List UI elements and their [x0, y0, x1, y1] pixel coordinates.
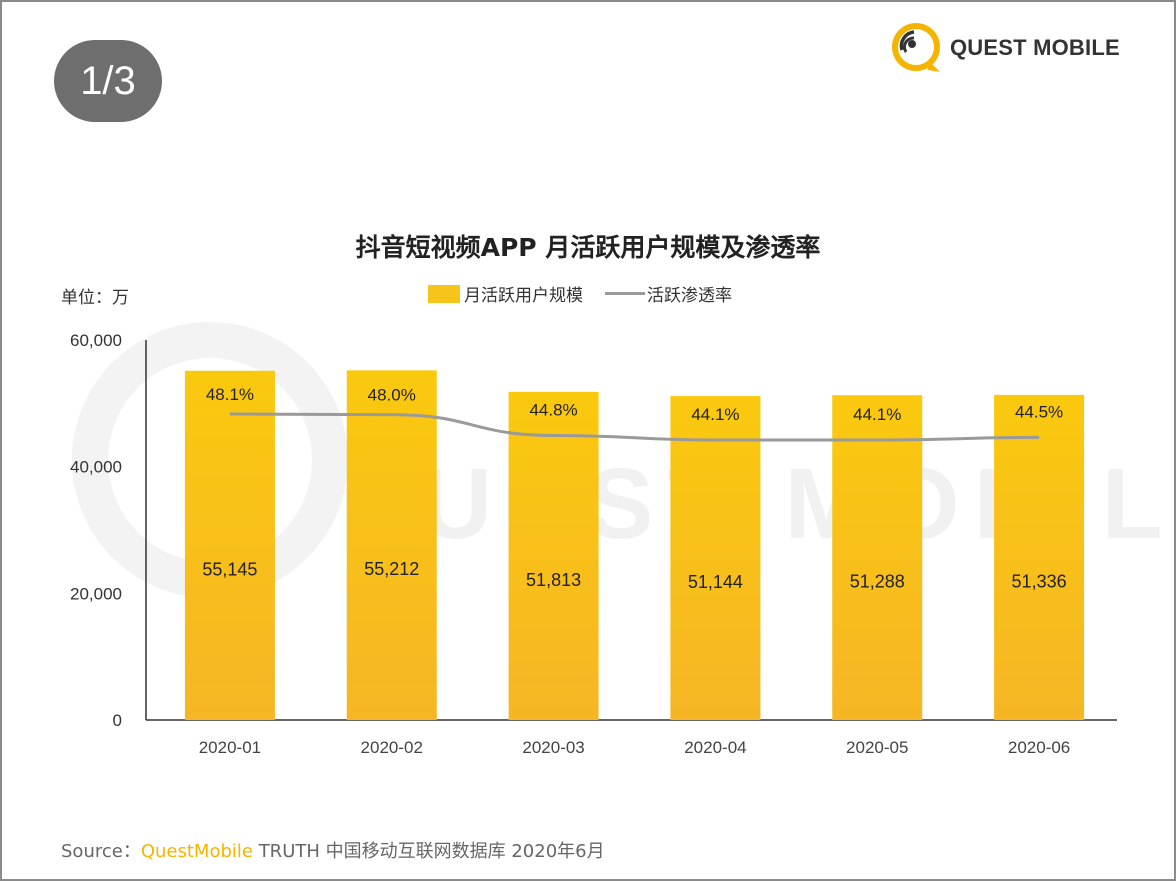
bar-value-label: 51,813	[526, 570, 581, 590]
bar	[508, 391, 599, 720]
bar-value-label: 51,144	[688, 572, 743, 592]
y-tick-label: 60,000	[70, 331, 122, 350]
unit-label: 单位：万	[61, 288, 129, 308]
questmobile-logo: QUEST MOBILE	[888, 20, 1120, 76]
x-tick-label: 2020-02	[361, 738, 423, 757]
penetration-label: 44.5%	[1015, 402, 1063, 421]
bar-value-label: 51,288	[850, 572, 905, 592]
bar-value-label: 55,145	[202, 559, 257, 579]
bar	[670, 396, 761, 720]
chart-legend: 月活跃用户规模 活跃渗透率	[428, 281, 732, 306]
bar	[832, 395, 923, 720]
y-tick-label: 40,000	[70, 458, 122, 477]
legend-line-label: 活跃渗透率	[647, 286, 732, 306]
x-tick-label: 2020-04	[684, 738, 746, 757]
bar-value-label: 51,336	[1012, 571, 1067, 591]
penetration-label: 44.1%	[691, 405, 739, 424]
bar	[994, 394, 1085, 720]
x-tick-label: 2020-05	[846, 738, 908, 757]
y-tick-label: 0	[113, 711, 122, 730]
x-tick-label: 2020-01	[199, 738, 261, 757]
source-note: Source：QuestMobile TRUTH 中国移动互联网数据库 2020…	[61, 837, 605, 863]
logo-text: QUEST MOBILE	[950, 35, 1120, 60]
penetration-label: 48.0%	[368, 386, 416, 405]
page-indicator-label: 1/3	[80, 58, 136, 103]
source-brand: QuestMobile	[140, 841, 253, 862]
penetration-line	[229, 412, 1040, 442]
chart-title: 抖音短视频APP 月活跃用户规模及渗透率	[355, 233, 821, 262]
legend-bar-swatch	[428, 284, 460, 303]
legend-bar-label: 月活跃用户规模	[464, 286, 583, 306]
y-tick-label: 20,000	[70, 584, 122, 603]
bar-value-label: 55,212	[364, 559, 419, 579]
x-tick-label: 2020-06	[1008, 738, 1070, 757]
penetration-label: 48.1%	[206, 385, 254, 404]
penetration-label: 44.8%	[529, 400, 577, 419]
penetration-label: 44.1%	[853, 405, 901, 424]
source-rest: TRUTH 中国移动互联网数据库 2020年6月	[252, 841, 605, 862]
questmobile-logo-icon	[892, 23, 940, 72]
page-indicator[interactable]: 1/3	[54, 40, 162, 122]
x-tick-label: 2020-03	[522, 738, 584, 757]
source-prefix: Source：	[61, 841, 141, 862]
bar	[184, 370, 275, 720]
legend-line-swatch	[605, 292, 645, 295]
bar	[346, 370, 437, 720]
